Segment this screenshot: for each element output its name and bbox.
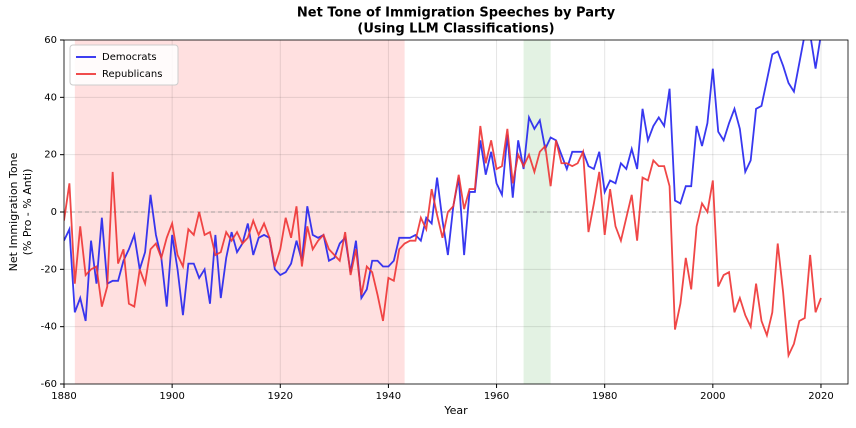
- y-tick-label: 40: [44, 92, 57, 103]
- x-tick-label: 1980: [592, 391, 617, 402]
- x-tick-label: 1880: [51, 391, 76, 402]
- series-line: [64, 40, 821, 322]
- y-tick-label: 20: [44, 150, 57, 161]
- x-axis-label: Year: [443, 404, 468, 417]
- legend-box: [69, 44, 179, 86]
- plot-lines: [64, 40, 822, 359]
- y-axis-label: Net Immigration Tone: [7, 152, 20, 271]
- chart-title: Net Tone of Immigration Speeches by Part…: [297, 6, 616, 21]
- x-tick-label: 2000: [700, 391, 725, 402]
- x-tick-label: 2020: [808, 391, 833, 402]
- x-tick-label: 1920: [268, 391, 293, 402]
- series-line: [64, 125, 822, 359]
- x-tick-label: 1960: [484, 391, 509, 402]
- y-tick-label: 0: [51, 207, 57, 218]
- chart-subtitle: (Using LLM Classifications): [357, 22, 554, 37]
- plot-frame: [63, 39, 849, 385]
- y-tick-label: -40: [41, 322, 57, 333]
- legend-label: Democrats: [102, 52, 157, 63]
- x-tick-label: 1940: [376, 391, 401, 402]
- y-tick-label: -60: [41, 379, 57, 390]
- legend-label: Republicans: [102, 69, 162, 80]
- y-tick-label: -20: [41, 264, 57, 275]
- y-tick-label: 60: [44, 35, 57, 46]
- x-tick-label: 1900: [159, 391, 184, 402]
- y-axis-label: (% Pro - % Anti): [21, 169, 34, 256]
